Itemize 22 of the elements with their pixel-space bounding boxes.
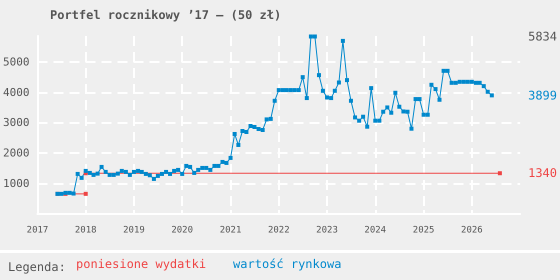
x-tick-label: 2019 bbox=[123, 226, 145, 236]
y-tick-label: 2000 bbox=[2, 146, 30, 160]
x-tick-label: 2023 bbox=[316, 226, 338, 236]
text: wartość rynkowa bbox=[233, 257, 342, 271]
x-tick-label: 2020 bbox=[171, 226, 194, 236]
x-tick-label: 2018 bbox=[74, 226, 97, 236]
y2-tick-label: 3899 bbox=[528, 88, 558, 102]
x-tick-label: 2025 bbox=[412, 226, 434, 236]
x-tick-label: 2026 bbox=[461, 226, 483, 236]
legend-title: Legenda: bbox=[8, 260, 66, 274]
y2-tick-label: 1340 bbox=[528, 166, 558, 180]
y-tick-label: 3000 bbox=[2, 116, 30, 130]
text: poniesione wydatki bbox=[76, 257, 206, 271]
y-tick-label: 1000 bbox=[2, 177, 30, 190]
x-tick-label: 2022 bbox=[268, 226, 290, 236]
x-tick-label: 2021 bbox=[220, 226, 242, 236]
x-tick-label: 2017 bbox=[26, 226, 48, 236]
chart-title: Portfel rocznikowy ’17 – (50 zł) bbox=[50, 8, 282, 22]
y-tick-label: 4000 bbox=[2, 86, 30, 99]
y2-tick-label: 5834 bbox=[528, 29, 558, 44]
x-tick-label: 2024 bbox=[364, 226, 386, 236]
y-tick-label: 5000 bbox=[2, 55, 30, 68]
